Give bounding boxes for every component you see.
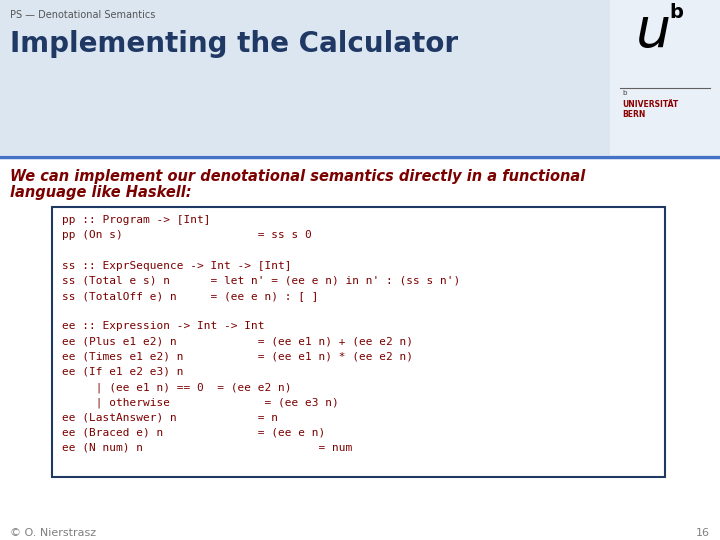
Text: Implementing the Calculator: Implementing the Calculator	[10, 30, 458, 58]
Text: b: b	[669, 3, 683, 22]
Text: ee (If e1 e2 e3) n: ee (If e1 e2 e3) n	[62, 367, 184, 377]
Bar	[0, 0, 720, 155]
Text: We can implement our denotational semantics directly in a functional: We can implement our denotational semant…	[10, 169, 585, 184]
Bar	[610, 0, 720, 155]
Text: ee :: Expression -> Int -> Int: ee :: Expression -> Int -> Int	[62, 321, 264, 332]
Text: PS — Denotational Semantics: PS — Denotational Semantics	[10, 10, 156, 20]
Text: | (ee e1 n) == 0  = (ee e2 n): | (ee e1 n) == 0 = (ee e2 n)	[62, 382, 292, 393]
Text: 16: 16	[696, 528, 710, 538]
Text: BERN: BERN	[622, 110, 645, 119]
Text: language like Haskell:: language like Haskell:	[10, 185, 192, 200]
Text: ss :: ExprSequence -> Int -> [Int]: ss :: ExprSequence -> Int -> [Int]	[62, 261, 292, 271]
Text: pp :: Program -> [Int]: pp :: Program -> [Int]	[62, 215, 210, 225]
Text: ee (N num) n                          = num: ee (N num) n = num	[62, 443, 352, 453]
Text: | otherwise              = (ee e3 n): | otherwise = (ee e3 n)	[62, 397, 338, 408]
Text: $\mathit{u}$: $\mathit{u}$	[635, 5, 670, 59]
Text: ss (Total e s) n      = let n' = (ee e n) in n' : (ss s n'): ss (Total e s) n = let n' = (ee e n) in …	[62, 276, 460, 286]
Text: © O. Nierstrasz: © O. Nierstrasz	[10, 528, 96, 538]
Text: ss (TotalOff e) n     = (ee e n) : [ ]: ss (TotalOff e) n = (ee e n) : [ ]	[62, 291, 318, 301]
Text: pp (On s)                    = ss s 0: pp (On s) = ss s 0	[62, 230, 312, 240]
Text: b: b	[622, 90, 626, 96]
Text: ee (LastAnswer) n            = n: ee (LastAnswer) n = n	[62, 413, 278, 423]
Text: ee (Times e1 e2) n           = (ee e1 n) * (ee e2 n): ee (Times e1 e2) n = (ee e1 n) * (ee e2 …	[62, 352, 413, 362]
Text: ee (Plus e1 e2) n            = (ee e1 n) + (ee e2 n): ee (Plus e1 e2) n = (ee e1 n) + (ee e2 n…	[62, 336, 413, 347]
Text: ee (Braced e) n              = (ee e n): ee (Braced e) n = (ee e n)	[62, 428, 325, 438]
FancyBboxPatch shape	[52, 207, 665, 477]
Text: UNIVERSITÄT: UNIVERSITÄT	[622, 100, 678, 109]
